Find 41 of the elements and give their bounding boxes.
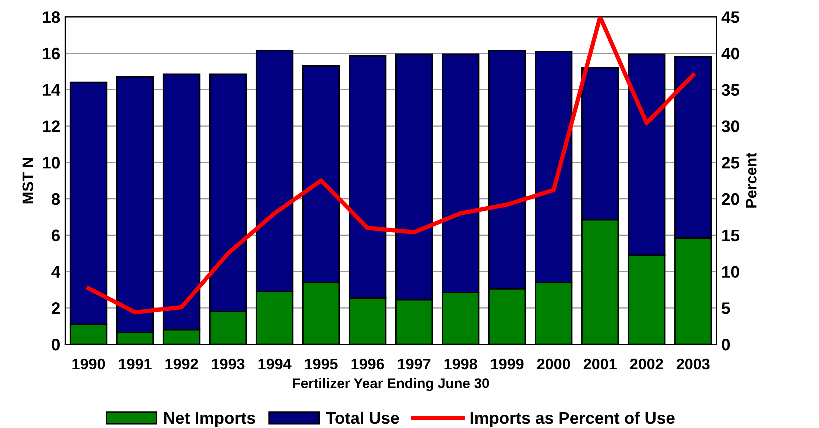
x-tick-label: 1992 (166, 358, 198, 370)
y2-tick-label: 0 (722, 338, 730, 351)
legend-label: Net Imports (164, 412, 256, 428)
y2-tick-label: 15 (722, 230, 740, 242)
x-tick-label: 1991 (119, 358, 152, 370)
legend-label: Imports as Percent of Use (470, 412, 675, 428)
x-tick-label: 1997 (398, 358, 431, 370)
y-tick-label: 14 (43, 84, 61, 96)
x-axis-title: Fertilizer Year Ending June 30 (293, 378, 490, 392)
y2-axis-title: Percent (746, 152, 757, 208)
y2-tick-label: 5 (722, 302, 730, 314)
y2-tick-label: 35 (722, 84, 740, 96)
y-tick-label: 16 (43, 48, 60, 60)
y2-tick-label: 30 (722, 120, 740, 132)
x-tick-label: 1995 (305, 358, 338, 370)
y-tick-label: 4 (52, 266, 61, 278)
y-tick-label: 2 (52, 302, 60, 314)
x-tick-label: 1999 (491, 358, 524, 370)
y-axis-title: MST N (22, 158, 34, 204)
y-tick-label: 6 (52, 230, 60, 242)
x-tick-label: 1990 (72, 358, 106, 370)
y-tick-label: 18 (43, 12, 60, 24)
x-tick-label: 1996 (352, 358, 384, 370)
legend-label: Total Use (326, 412, 400, 424)
y-tick-label: 10 (43, 157, 60, 169)
x-tick-label: 1993 (212, 358, 245, 370)
x-tick-label: 2001 (584, 358, 617, 370)
y2-tick-label: 45 (722, 12, 740, 24)
y2-tick-label: 25 (722, 157, 740, 169)
y2-tick-label: 10 (722, 266, 740, 278)
y-tick-label: 0 (52, 338, 60, 351)
x-tick-label: 1998 (444, 358, 478, 370)
y-tick-label: 12 (43, 120, 60, 132)
x-tick-label: 2000 (537, 358, 570, 370)
x-tick-label: 2002 (630, 358, 664, 370)
y2-tick-label: 20 (722, 193, 740, 206)
line-series (86, 17, 696, 315)
x-tick-label: 1994 (258, 358, 292, 370)
x-tick-label: 2003 (676, 358, 710, 370)
y2-tick-label: 40 (722, 48, 740, 60)
y-tick-label: 8 (52, 193, 60, 206)
